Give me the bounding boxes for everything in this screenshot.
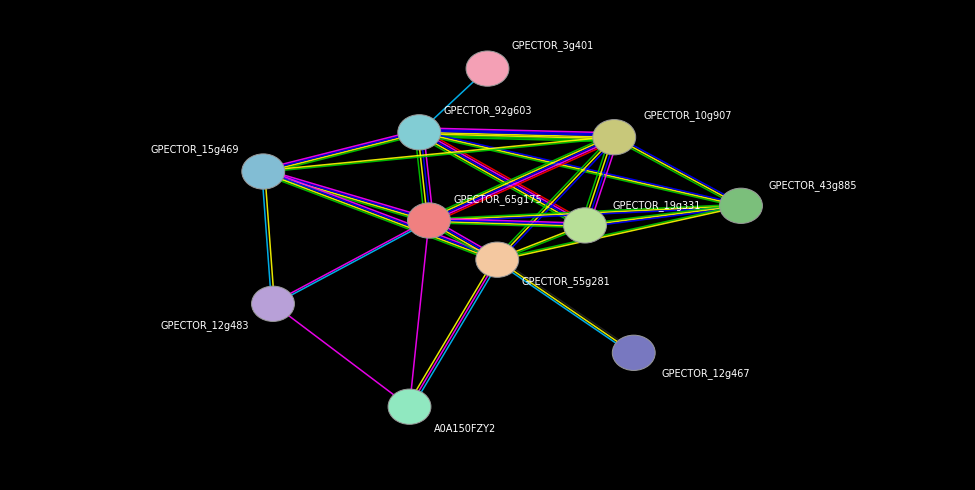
Text: GPECTOR_43g885: GPECTOR_43g885: [768, 180, 857, 191]
Ellipse shape: [398, 115, 441, 150]
Text: GPECTOR_15g469: GPECTOR_15g469: [150, 145, 239, 155]
Text: GPECTOR_12g483: GPECTOR_12g483: [160, 320, 249, 331]
Ellipse shape: [564, 208, 606, 243]
Ellipse shape: [252, 286, 294, 321]
Ellipse shape: [388, 389, 431, 424]
Ellipse shape: [476, 242, 519, 277]
Text: GPECTOR_55g281: GPECTOR_55g281: [522, 276, 610, 287]
Ellipse shape: [593, 120, 636, 155]
Ellipse shape: [466, 51, 509, 86]
Ellipse shape: [612, 335, 655, 370]
Text: A0A150FZY2: A0A150FZY2: [434, 424, 496, 434]
Text: GPECTOR_10g907: GPECTOR_10g907: [644, 110, 732, 121]
Text: GPECTOR_19g331: GPECTOR_19g331: [612, 200, 701, 211]
Text: GPECTOR_92g603: GPECTOR_92g603: [444, 105, 532, 116]
Text: GPECTOR_65g175: GPECTOR_65g175: [453, 195, 542, 205]
Text: GPECTOR_12g467: GPECTOR_12g467: [661, 368, 750, 379]
Ellipse shape: [408, 203, 450, 238]
Ellipse shape: [720, 188, 762, 223]
Text: GPECTOR_3g401: GPECTOR_3g401: [512, 40, 594, 50]
Ellipse shape: [242, 154, 285, 189]
